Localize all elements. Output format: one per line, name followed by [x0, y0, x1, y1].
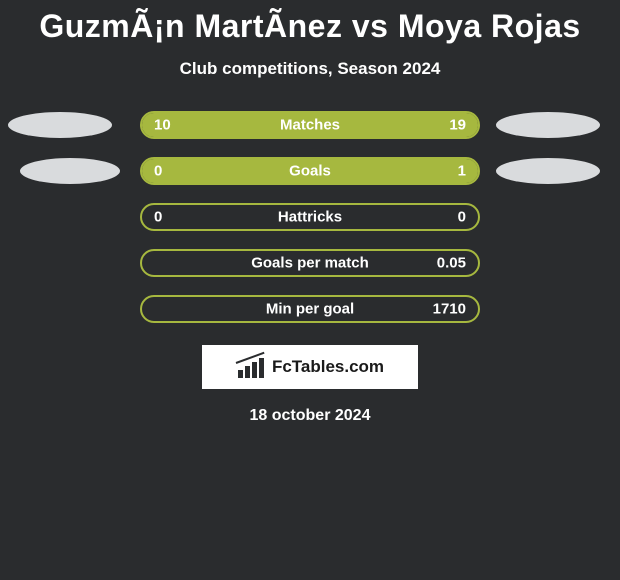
stat-metric-label: Min per goal — [266, 301, 354, 318]
stat-metric-label: Goals per match — [251, 255, 369, 272]
player1-dot-icon — [20, 158, 120, 184]
stat-row: Min per goal 1710 — [0, 295, 620, 323]
stat-bar: 10 Matches 19 — [140, 111, 480, 139]
page-subtitle: Club competitions, Season 2024 — [180, 59, 441, 79]
stat-value-right: 19 — [449, 117, 466, 134]
player2-dot-icon — [496, 112, 600, 138]
stat-row: 0 Goals 1 — [0, 157, 620, 185]
player1-dot-icon — [8, 112, 112, 138]
page-title: GuzmÃ¡n MartÃ­nez vs Moya Rojas — [39, 8, 580, 45]
brand-text: FcTables.com — [272, 357, 384, 377]
stat-bar: 0 Goals 1 — [140, 157, 480, 185]
stat-value-right: 0.05 — [437, 255, 466, 272]
stat-rows: 10Matches190Goals10Hattricks0Goals per m… — [0, 111, 620, 323]
stat-value-right: 1710 — [433, 301, 466, 318]
stat-bar: Min per goal 1710 — [140, 295, 480, 323]
brand-chart-icon — [236, 356, 266, 378]
stat-value-left: 10 — [154, 117, 171, 134]
comparison-card: GuzmÃ¡n MartÃ­nez vs Moya Rojas Club com… — [0, 0, 620, 425]
stat-value-right: 0 — [458, 209, 466, 226]
stat-row: 10 Matches 19 — [0, 111, 620, 139]
stat-value-left: 0 — [154, 209, 162, 226]
stat-value-left: 0 — [154, 163, 162, 180]
stat-row: Goals per match 0.05 — [0, 249, 620, 277]
stat-row: 0 Hattricks 0 — [0, 203, 620, 231]
stat-metric-label: Matches — [280, 117, 340, 134]
player2-dot-icon — [496, 158, 600, 184]
stat-bar: 0 Hattricks 0 — [140, 203, 480, 231]
stat-bar: Goals per match 0.05 — [140, 249, 480, 277]
stat-value-right: 1 — [458, 163, 466, 180]
brand-badge: FcTables.com — [202, 345, 418, 389]
stat-metric-label: Goals — [289, 163, 331, 180]
date-label: 18 october 2024 — [250, 407, 371, 425]
stat-metric-label: Hattricks — [278, 209, 342, 226]
